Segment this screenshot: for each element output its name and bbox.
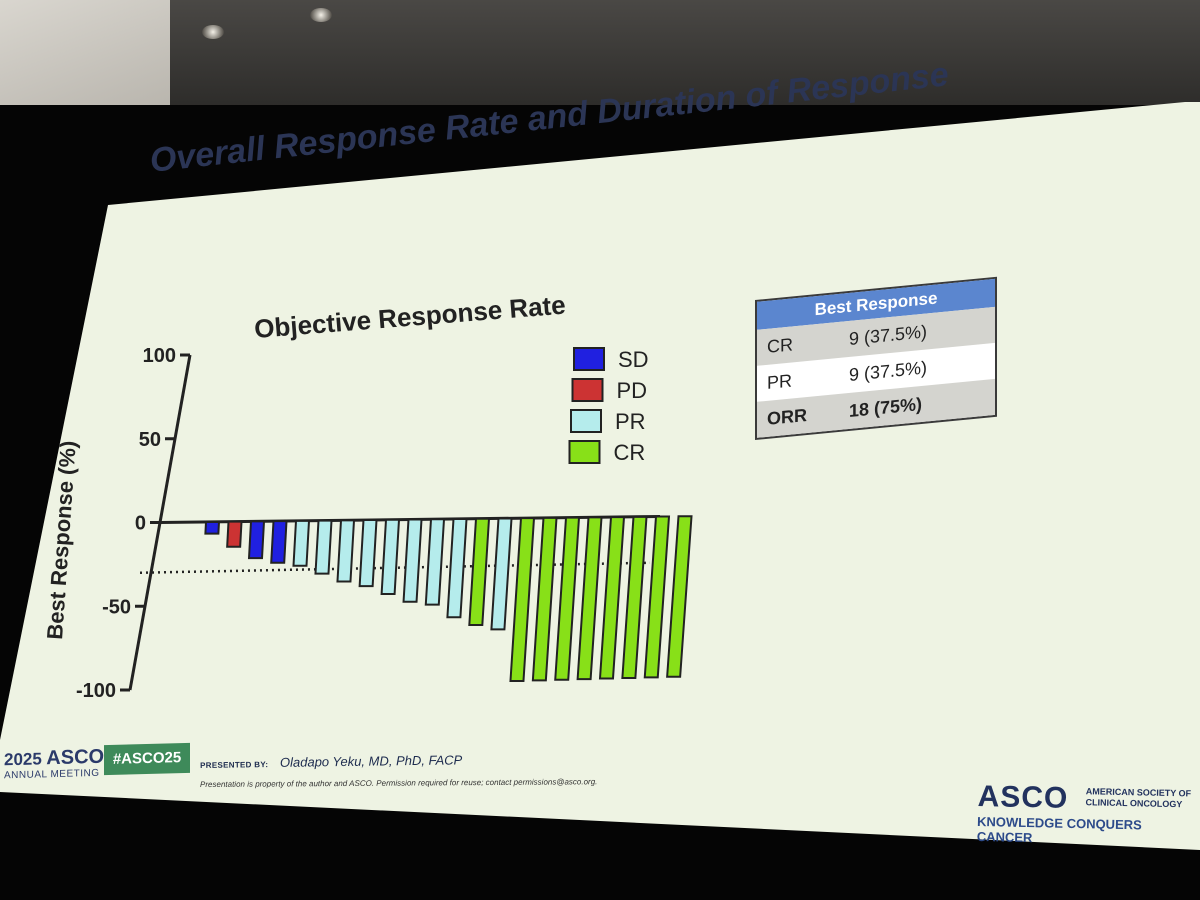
bar-cr bbox=[643, 515, 671, 679]
hashtag-badge: #ASCO25 bbox=[104, 742, 190, 776]
asco-logo-text: ASCO bbox=[977, 780, 1069, 815]
ceiling-light bbox=[310, 8, 332, 22]
ceiling-light bbox=[202, 25, 224, 39]
y-tick-label: 100 bbox=[143, 345, 176, 367]
y-tick-label: 0 bbox=[135, 513, 146, 535]
bar-pr bbox=[314, 519, 333, 575]
society-name: AMERICAN SOCIETY OF CLINICAL ONCOLOGY bbox=[1085, 786, 1192, 810]
bar-pr bbox=[402, 518, 423, 603]
legend-label-cr: CR bbox=[614, 440, 646, 465]
bar-pr bbox=[336, 519, 356, 583]
asco-logo: ASCO AMERICAN SOCIETY OF CLINICAL ONCOLO… bbox=[977, 780, 1200, 849]
chart-bars bbox=[204, 515, 693, 682]
legend-swatch-pd bbox=[571, 378, 604, 402]
bar-pr bbox=[358, 519, 378, 588]
bar-cr bbox=[509, 517, 536, 682]
legend-label-pr: PR bbox=[615, 409, 646, 434]
y-tick-label: -50 bbox=[102, 596, 131, 618]
table-cell-label: CR bbox=[767, 333, 793, 357]
bar-sd bbox=[247, 520, 266, 560]
bar-cr bbox=[576, 516, 603, 681]
y-tick-label: 50 bbox=[139, 429, 161, 451]
chart-title: Objective Response Rate bbox=[253, 290, 567, 344]
bar-cr bbox=[666, 515, 693, 678]
best-response-table: Best Response CR 9 (37.5%) PR 9 (37.5%) … bbox=[755, 276, 997, 440]
table-cell-label: ORR bbox=[767, 404, 807, 429]
legend-label-pd: PD bbox=[617, 378, 648, 403]
meeting-org: ASCO bbox=[46, 745, 105, 770]
legend-swatch-sd bbox=[573, 347, 605, 371]
legend-swatch-cr bbox=[568, 440, 601, 464]
legend-swatch-pr bbox=[570, 409, 602, 433]
y-tick-label: -100 bbox=[76, 680, 116, 702]
asco-tagline: KNOWLEDGE CONQUERS CANCER bbox=[976, 813, 1142, 846]
table-cell-label: PR bbox=[767, 369, 793, 393]
bar-cr bbox=[531, 516, 558, 682]
bar-pr bbox=[292, 519, 311, 567]
threshold-line bbox=[139, 561, 651, 574]
bar-sd bbox=[204, 520, 221, 535]
bar-pd bbox=[226, 520, 243, 548]
bar-cr bbox=[598, 516, 626, 680]
bar-cr bbox=[554, 516, 581, 681]
bar-sd bbox=[270, 520, 288, 564]
bar-pr bbox=[446, 517, 468, 619]
presenter-name: Oladapo Yeku, MD, PhD, FACP bbox=[279, 752, 463, 770]
bar-pr bbox=[424, 518, 446, 606]
table-cell-value: 18 (75%) bbox=[849, 393, 923, 421]
legend-label-sd: SD bbox=[618, 347, 649, 372]
meeting-logo: 2025 ASCO ANNUAL MEETING bbox=[4, 745, 105, 782]
bar-pr bbox=[490, 517, 513, 631]
chart-legend: SD PD PR CR bbox=[568, 347, 649, 465]
presented-by-label: PRESENTED BY: bbox=[200, 760, 269, 770]
y-axis-label: Best Response (%) bbox=[42, 440, 81, 641]
bar-cr bbox=[621, 515, 648, 679]
bar-pr bbox=[380, 518, 401, 595]
meeting-year: 2025 bbox=[4, 749, 42, 770]
bar-cr bbox=[468, 517, 491, 626]
